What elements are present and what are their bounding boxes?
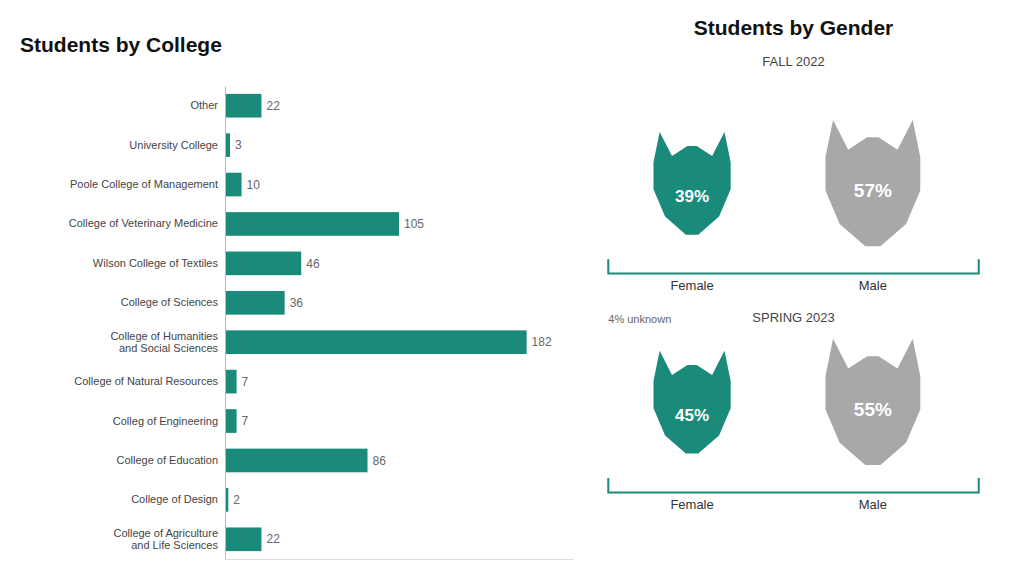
y-tick: Poole College of Management [70, 178, 225, 190]
bar [225, 330, 527, 354]
y-tick-label: College of Agricultureand Life Sciences [113, 527, 218, 551]
data-label: 55% [854, 399, 892, 420]
y-tick: Colleg of Engineering [113, 415, 225, 427]
y-tick-label-line: Poole College of Management [70, 178, 218, 190]
bracket [608, 259, 978, 273]
season-label: SPRING 2023 [752, 310, 834, 325]
data-label: 10 [247, 178, 261, 192]
data-label: 46 [306, 257, 320, 271]
gender-icon [825, 120, 920, 246]
y-tick-label: Other [190, 99, 218, 111]
y-tick-label: Wilson College of Textiles [93, 257, 219, 269]
bars [225, 94, 527, 551]
x-axis-line [226, 559, 574, 560]
data-label: 45% [675, 406, 709, 425]
y-tick-label-line: College of Education [116, 454, 218, 466]
data-label: 7 [242, 414, 249, 428]
data-label: 22 [266, 99, 280, 113]
y-tick-label: University College [129, 139, 218, 151]
data-label: 39% [675, 187, 709, 206]
bar [225, 449, 368, 473]
series-label: Female [670, 278, 713, 293]
bar [225, 252, 301, 276]
bar [225, 291, 285, 315]
gender-panel: Students by Gender FALL 2022 39% 57% Female M… [608, 16, 978, 512]
data-label: 105 [404, 217, 424, 231]
y-tick: Other [190, 99, 225, 111]
y-tick-label-line: College of Sciences [121, 296, 219, 308]
y-tick-label-line: Wilson College of Textiles [93, 257, 219, 269]
gender-icon [653, 351, 730, 454]
data-label: 7 [242, 375, 249, 389]
y-tick-label: College of Design [131, 493, 218, 505]
y-tick-label: College of Natural Resources [74, 375, 218, 387]
bar [225, 370, 237, 394]
season-group: FALL 2022 39% 57% Female Male 4% unknown [608, 54, 978, 326]
bracket [608, 478, 978, 492]
y-tick-label: College of Education [116, 454, 218, 466]
y-tick: University College [129, 139, 225, 151]
y-tick-label-line: and Life Sciences [131, 539, 218, 551]
series-label: Male [859, 497, 887, 512]
y-tick: Wilson College of Textiles [93, 257, 225, 269]
y-tick-label: College of Humanitiesand Social Sciences [110, 330, 218, 354]
chart-title: Students by Gender [694, 16, 894, 39]
bar [225, 527, 261, 551]
season-label: FALL 2022 [762, 54, 824, 69]
data-label: 22 [266, 532, 280, 546]
y-tick-label-line: College of Design [131, 493, 218, 505]
data-label: 86 [373, 454, 387, 468]
season-group: SPRING 2023 45% 55% Female Male [608, 310, 978, 512]
data-label: 57% [854, 180, 892, 201]
x-axis [226, 559, 574, 560]
y-axis-line [225, 87, 226, 560]
y-tick-label-line: College of Humanities [110, 330, 218, 342]
y-axis: Other University College Poole College of … [69, 87, 226, 560]
y-tick: College of Education [116, 454, 225, 466]
gender-icon [653, 132, 730, 235]
data-label: 2 [233, 493, 240, 507]
chart-title: Students by College [20, 33, 222, 56]
bar [225, 212, 399, 236]
y-tick-label-line: and Social Sciences [119, 342, 219, 354]
data-label: 3 [235, 138, 242, 152]
y-tick: College of Agricultureand Life Sciences [113, 527, 225, 551]
y-tick-label: College of Sciences [121, 296, 219, 308]
bar [225, 94, 261, 118]
bar [225, 173, 242, 197]
y-tick-label-line: College of Natural Resources [74, 375, 218, 387]
gender-icon [825, 339, 920, 465]
y-tick: College of Natural Resources [74, 375, 225, 387]
y-tick: College of Humanitiesand Social Sciences [110, 330, 225, 354]
y-tick-label-line: Colleg of Engineering [113, 415, 218, 427]
bar [225, 409, 237, 433]
y-tick-label-line: University College [129, 139, 218, 151]
series-label: Female [670, 497, 713, 512]
annotation: 4% unknown [608, 313, 671, 325]
y-tick: College of Sciences [121, 296, 225, 308]
series-label: Male [859, 278, 887, 293]
y-tick: College of Veterinary Medicine [69, 217, 225, 229]
y-tick-label-line: Other [190, 99, 218, 111]
y-tick-label: Poole College of Management [70, 178, 218, 190]
y-tick-label-line: College of Veterinary Medicine [69, 217, 218, 229]
y-tick: College of Design [131, 493, 225, 505]
chart: Students by College Other University Colle… [0, 0, 1024, 576]
data-labels: 2231010546361827786222 [233, 99, 552, 547]
y-tick-label-line: College of Agriculture [113, 527, 218, 539]
data-label: 182 [532, 335, 552, 349]
y-tick-label: College of Veterinary Medicine [69, 217, 218, 229]
y-tick-label: Colleg of Engineering [113, 415, 218, 427]
data-label: 36 [290, 296, 304, 310]
